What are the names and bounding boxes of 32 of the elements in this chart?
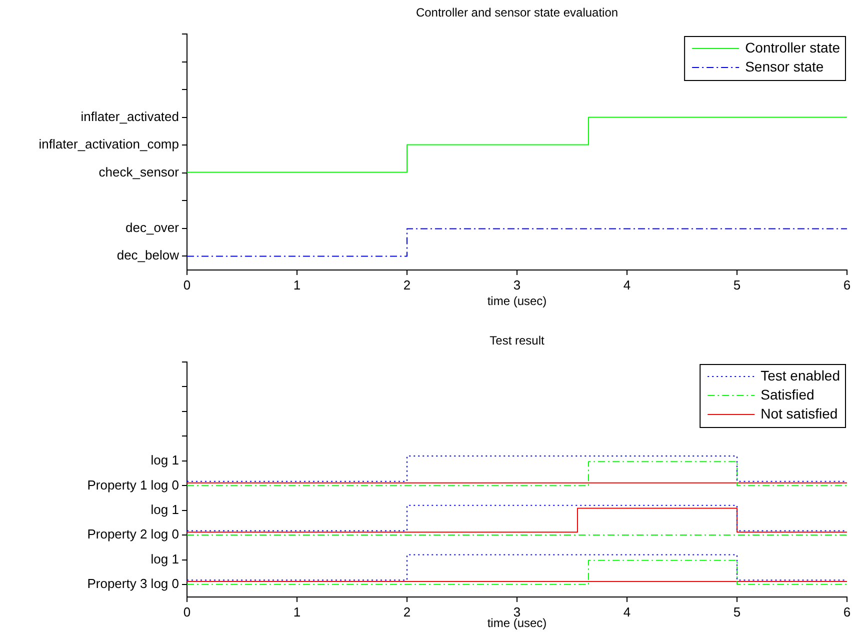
category-label: dec_over xyxy=(126,220,179,235)
x-tick-label: 2 xyxy=(403,604,411,620)
x-tick-label: 0 xyxy=(183,277,191,292)
category-label: inflater_activated xyxy=(80,108,179,124)
x-tick-label: 1 xyxy=(293,277,301,292)
category-label: log 1 xyxy=(150,551,179,566)
x-tick-label: 2 xyxy=(403,277,411,292)
category-label: check_sensor xyxy=(98,164,179,180)
category-label: log 1 xyxy=(150,452,179,468)
x-tick-label: 5 xyxy=(733,277,741,292)
legend-label: Controller state xyxy=(745,39,840,56)
category-label: inflater_activation_comp xyxy=(38,136,179,152)
category-label: log 1 xyxy=(150,502,179,517)
chart-title: Controller and sensor state evaluation xyxy=(416,5,618,20)
chart-title: Test result xyxy=(490,333,546,348)
x-tick-label: 6 xyxy=(843,604,851,620)
x-tick-label: 1 xyxy=(293,604,301,620)
legend-label: Test enabled xyxy=(760,367,840,384)
category-label: dec_below xyxy=(116,248,179,263)
legend-label: Not satisfied xyxy=(760,405,838,422)
legend-label: Satisfied xyxy=(760,386,814,402)
category-label: Property 3 log 0 xyxy=(87,576,179,592)
x-axis-title: time (usec) xyxy=(487,294,547,308)
x-tick-label: 4 xyxy=(623,277,631,292)
category-label: Property 1 log 0 xyxy=(87,477,179,492)
x-tick-label: 4 xyxy=(623,604,631,620)
x-tick-label: 0 xyxy=(183,604,191,620)
x-tick-label: 5 xyxy=(733,604,741,620)
x-tick-label: 6 xyxy=(843,277,851,292)
x-tick-label: 3 xyxy=(513,277,521,292)
legend-label: Sensor state xyxy=(745,58,824,74)
category-label: Property 2 log 0 xyxy=(87,526,179,542)
